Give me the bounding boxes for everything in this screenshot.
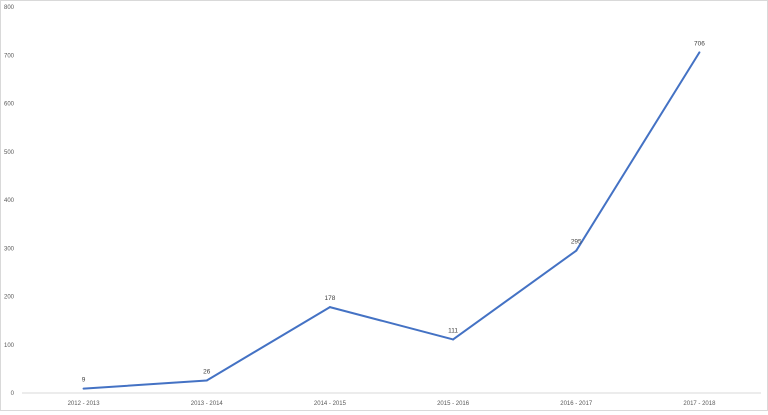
y-tick-label: 800 [4, 5, 15, 11]
data-point [452, 338, 455, 341]
data-point [328, 306, 331, 309]
y-tick-label: 700 [4, 53, 15, 59]
y-tick-label: 100 [4, 343, 15, 349]
data-label: 295 [571, 239, 582, 246]
y-tick-label: 300 [4, 246, 15, 252]
y-tick-label: 600 [4, 102, 15, 108]
x-tick-label: 2013 - 2014 [191, 401, 224, 407]
data-label: 706 [694, 40, 705, 47]
y-tick-label: 0 [11, 391, 15, 397]
y-tick-label: 500 [4, 150, 15, 156]
x-tick-label: 2015 - 2016 [437, 401, 470, 407]
data-label: 111 [448, 327, 458, 334]
x-tick-label: 2016 - 2017 [560, 401, 593, 407]
x-tick-label: 2012 - 2013 [68, 401, 101, 407]
data-label: 178 [324, 295, 335, 302]
data-series-line [83, 51, 701, 390]
data-label: 9 [82, 377, 86, 384]
data-point [575, 249, 578, 252]
data-point [698, 51, 701, 54]
data-label: 26 [203, 368, 211, 375]
x-tick-label: 2017 - 2018 [683, 401, 716, 407]
y-tick-label: 200 [4, 295, 15, 301]
data-point [205, 379, 208, 382]
x-tick-label: 2014 - 2015 [314, 401, 347, 407]
y-tick-label: 400 [4, 198, 15, 204]
data-point [82, 387, 85, 390]
